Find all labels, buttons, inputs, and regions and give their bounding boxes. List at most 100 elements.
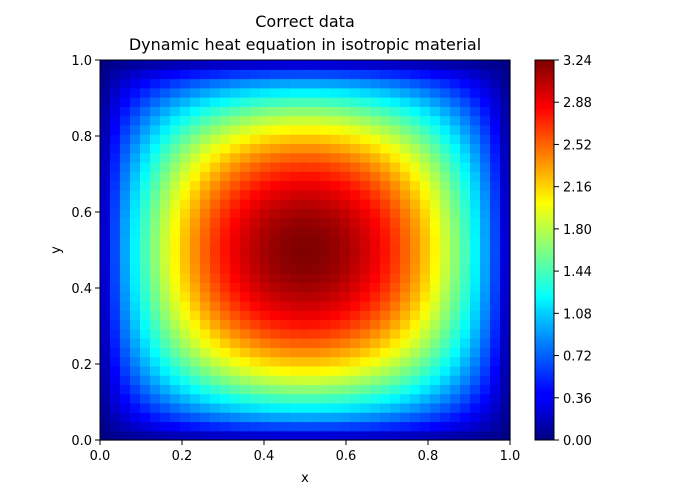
heatmap-cell (230, 97, 241, 107)
heatmap-cell (170, 97, 181, 107)
heatmap-cell (370, 97, 381, 107)
heatmap-cell (490, 402, 501, 413)
heatmap-cell (260, 152, 271, 163)
heatmap-cell (280, 78, 291, 89)
heatmap-cell (240, 430, 251, 441)
heatmap-cell (360, 282, 371, 293)
heatmap-cell (260, 180, 271, 191)
heatmap-cell (200, 282, 211, 293)
heatmap-cell (120, 310, 131, 321)
heatmap-cell (170, 338, 181, 348)
heatmap-cell (340, 161, 351, 172)
heatmap-cell (220, 78, 231, 89)
heatmap-cell (140, 189, 151, 200)
heatmap-cell (100, 291, 111, 302)
heatmap-cell (340, 152, 351, 163)
heatmap-cell (370, 282, 381, 293)
heatmap-cell (490, 87, 501, 98)
heatmap-cell (260, 87, 271, 98)
heatmap-cell (130, 319, 141, 330)
heatmap-cell (430, 273, 441, 284)
heatmap-cell (280, 199, 291, 209)
heatmap-cell (200, 347, 211, 358)
heatmap-cell (290, 180, 301, 191)
heatmap-cell (380, 217, 391, 228)
heatmap-cell (220, 87, 231, 98)
plot-frame (99, 59, 511, 441)
heatmap-cell (350, 365, 361, 376)
heatmap-cell (430, 152, 441, 163)
heatmap-cell (270, 236, 281, 246)
heatmap-cell (180, 338, 191, 348)
heatmap-cell (130, 189, 141, 200)
heatmap-cell (360, 273, 371, 284)
heatmap-cell (470, 254, 481, 265)
heatmap-cell (320, 199, 331, 209)
heatmap-cell (420, 152, 431, 163)
heatmap-cell (230, 338, 241, 348)
heatmap-cell (340, 60, 351, 70)
heatmap-cell (400, 402, 411, 413)
heatmap-cell (300, 60, 311, 70)
heatmap-cell (230, 356, 241, 367)
heatmap-cell (470, 319, 481, 330)
heatmap-cell (300, 421, 311, 432)
heatmap-cell (380, 365, 391, 376)
heatmap-cell (160, 161, 171, 172)
heatmap-cell (280, 208, 291, 219)
x-axis-label: x (301, 471, 309, 486)
heatmap-cell (130, 273, 141, 284)
heatmap-cell (210, 384, 221, 395)
heatmap-cell (190, 291, 201, 302)
heatmap-cell (120, 87, 131, 98)
heatmap-cell (380, 180, 391, 191)
heatmap-cell (430, 217, 441, 228)
heatmap-cell (150, 430, 161, 441)
heatmap-cell (190, 143, 201, 154)
heatmap-cell (470, 180, 481, 191)
colorbar-tick-label: 0.36 (563, 392, 592, 407)
heatmap-cell (280, 365, 291, 376)
heatmap-cell (250, 106, 261, 117)
heatmap-cell (110, 300, 121, 311)
heatmap-cell (290, 282, 301, 293)
heatmap-cell (430, 78, 441, 89)
heatmap-cell (380, 421, 391, 432)
heatmap-cell (100, 143, 111, 154)
heatmap-cell (170, 291, 181, 302)
heatmap-cell (350, 124, 361, 135)
heatmap-cell (310, 328, 321, 339)
heatmap-cell (490, 180, 501, 191)
heatmap-cell (430, 347, 441, 358)
heatmap-cell (390, 106, 401, 117)
heatmap-cell (170, 208, 181, 219)
heatmap-cell (270, 338, 281, 348)
heatmap-cell (110, 171, 121, 182)
heatmap-cell (400, 180, 411, 191)
heatmap-cell (370, 347, 381, 358)
heatmap-cell (500, 254, 511, 265)
heatmap-cell (180, 236, 191, 246)
heatmap-cell (300, 384, 311, 395)
heatmap-cell (410, 273, 421, 284)
heatmap-cell (170, 365, 181, 376)
heatmap-cell (500, 152, 511, 163)
heatmap-cell (480, 208, 491, 219)
heatmap-cell (390, 384, 401, 395)
heatmap-cell (260, 310, 271, 321)
heatmap-cell (160, 319, 171, 330)
heatmap-cell (280, 97, 291, 107)
heatmap-cell (480, 161, 491, 172)
heatmap-cell (110, 60, 121, 70)
heatmap-cell (480, 291, 491, 302)
heatmap-cell (320, 189, 331, 200)
heatmap-cell (120, 338, 131, 348)
heatmap-cell (190, 282, 201, 293)
heatmap-cell (490, 282, 501, 293)
heatmap-cell (150, 208, 161, 219)
heatmap-cell (150, 310, 161, 321)
heatmap-cell (430, 430, 441, 441)
heatmap-cell (400, 115, 411, 126)
heatmap-cell (460, 291, 471, 302)
heatmap-cell (410, 134, 421, 145)
